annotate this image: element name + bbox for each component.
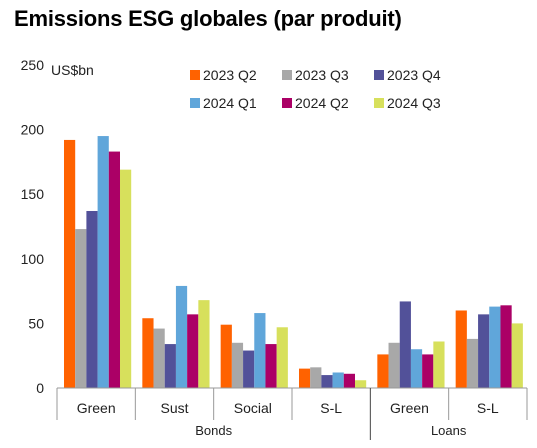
bar <box>187 314 199 388</box>
legend-label: 2024 Q1 <box>203 95 257 111</box>
y-tick-label: 200 <box>21 122 45 138</box>
x-tick-label: Green <box>390 400 429 416</box>
x-tick-label: Green <box>77 400 116 416</box>
bar <box>455 310 467 388</box>
legend-label: 2024 Q3 <box>387 95 441 111</box>
legend: 2023 Q2 2023 Q3 2023 Q4 2024 Q1 2024 Q2 2024 … <box>190 67 441 111</box>
bars <box>64 136 523 388</box>
legend-label: 2023 Q4 <box>387 67 441 83</box>
x-tick-label: Sust <box>160 400 188 416</box>
legend-item: 2024 Q1 <box>190 95 257 111</box>
bar <box>198 300 210 388</box>
bar <box>231 342 244 388</box>
legend-item: 2024 Q2 <box>282 95 349 111</box>
bar <box>175 285 188 388</box>
bar <box>377 354 389 388</box>
legend-swatch <box>374 70 384 80</box>
legend-swatch <box>282 70 292 80</box>
x-tick-label: Social <box>234 400 272 416</box>
legend-swatch <box>190 70 200 80</box>
bar <box>243 350 255 388</box>
bar <box>410 349 423 388</box>
y-tick-label: 100 <box>21 251 45 267</box>
bar <box>332 372 344 388</box>
bar <box>489 306 501 388</box>
y-tick-label: 50 <box>28 315 44 331</box>
bar <box>142 318 154 388</box>
chart-title: Emissions ESG globales (par produit) <box>14 6 402 31</box>
x-group-label: Bonds <box>195 423 232 438</box>
bar <box>108 151 120 388</box>
y-tick-label: 150 <box>21 186 45 202</box>
y-tick-label: 0 <box>36 380 44 396</box>
bar <box>299 368 311 388</box>
bar <box>153 328 165 388</box>
y-axis: 0 50 100 150 200 250 <box>21 57 45 396</box>
bar <box>478 314 490 388</box>
bar <box>64 139 76 388</box>
bar <box>343 373 355 388</box>
x-tick-label: S-L <box>477 400 499 416</box>
bar <box>120 169 132 388</box>
bar <box>355 380 367 388</box>
x-axis: Green Sust Social S-L Green S-L Bonds Loans <box>56 387 528 440</box>
bar <box>388 342 400 388</box>
legend-swatch <box>190 98 200 108</box>
bar <box>75 229 87 388</box>
bar <box>164 344 176 388</box>
bar <box>265 344 277 388</box>
bar <box>433 341 445 388</box>
bar <box>276 327 288 388</box>
legend-item: 2023 Q3 <box>282 67 349 83</box>
bar <box>511 323 523 388</box>
legend-swatch <box>282 98 292 108</box>
x-tick-label: S-L <box>320 400 342 416</box>
bar <box>422 354 434 388</box>
y-tick-label: 250 <box>21 57 45 73</box>
legend-item: 2023 Q4 <box>374 67 441 83</box>
legend-label: 2023 Q3 <box>295 67 349 83</box>
x-group-label: Loans <box>431 423 467 438</box>
bar <box>466 338 479 388</box>
legend-item: 2023 Q2 <box>190 67 257 83</box>
legend-label: 2023 Q2 <box>203 67 257 83</box>
bar <box>254 313 266 388</box>
bar <box>321 375 333 388</box>
bar <box>310 367 322 388</box>
bar <box>97 136 109 388</box>
bar <box>500 305 512 388</box>
bar <box>399 301 411 388</box>
bar <box>220 324 232 388</box>
legend-label: 2024 Q2 <box>295 95 349 111</box>
legend-item: 2024 Q3 <box>374 95 441 111</box>
legend-swatch <box>374 98 384 108</box>
y-axis-unit: US$bn <box>51 62 94 78</box>
bar <box>86 210 98 388</box>
